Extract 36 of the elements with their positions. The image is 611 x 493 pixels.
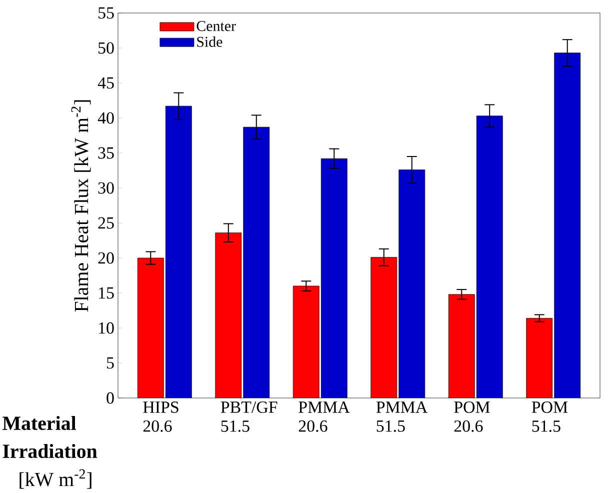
legend-label: Center [196,21,236,32]
bar [215,232,242,398]
bar [554,52,581,398]
y-tick-label: 15 [99,287,114,299]
y-tick-label: 10 [99,322,114,334]
y-tick-label: 30 [98,182,114,194]
bar [321,158,348,398]
y-tick-label: 5 [106,357,114,369]
y-tick-label: 20 [98,252,114,264]
y-tick-label: 0 [106,392,114,404]
legend-label: Side [197,36,222,47]
y-tick-label: 40 [98,112,114,124]
x-tick-label: PMMA 20.6 [298,402,350,432]
bar [448,294,475,398]
y-tick-label: 35 [98,147,114,159]
x-tick-label: PBT/GF 51.5 [220,402,278,432]
x-tick-label: POM 51.5 [532,402,568,432]
x-tick-label: HIPS 20.6 [143,402,178,432]
text: Irradiation [2,444,98,458]
bar [370,257,397,398]
y-tick-label: 55 [98,7,114,19]
y-tick-label: 25 [98,217,114,229]
bar [166,106,192,398]
text: Material [2,416,76,430]
bar [476,116,503,398]
x-tick-label: POM 20.6 [454,402,490,432]
x-tick-label: PMMA 51.5 [376,402,428,432]
text: [kW m$^{-2}$] [20,469,92,489]
bar [293,286,320,398]
bar [243,127,270,398]
bar [398,170,425,398]
bar [138,258,164,398]
bar [526,318,553,398]
y-tick-label: 45 [98,77,114,89]
y-axis-title: Flame Heat Flux [kW m$^{-2}$] [71,100,91,312]
y-tick-label: 50 [98,42,114,54]
